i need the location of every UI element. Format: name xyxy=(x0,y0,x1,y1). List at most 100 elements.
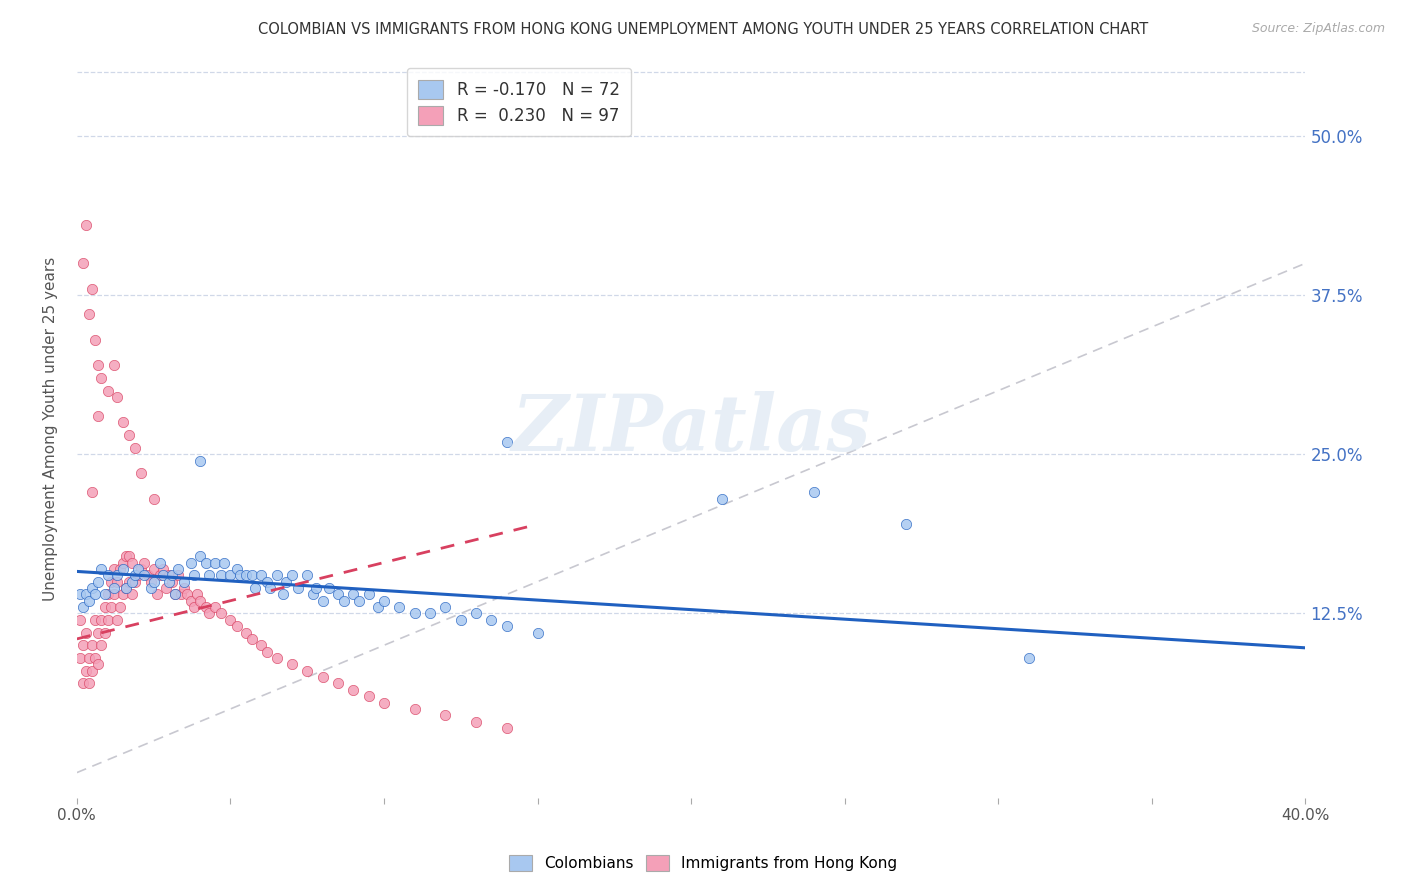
Point xyxy=(111,556,134,570)
Point xyxy=(357,587,380,601)
Point xyxy=(134,568,156,582)
Point xyxy=(228,568,250,582)
Point xyxy=(84,651,107,665)
Point xyxy=(274,574,297,589)
Point xyxy=(118,428,141,442)
Point xyxy=(93,587,115,601)
Point xyxy=(165,587,187,601)
Point xyxy=(121,574,143,589)
Point xyxy=(82,664,104,678)
Point xyxy=(142,562,165,576)
Point xyxy=(434,600,457,615)
Point xyxy=(142,491,165,506)
Point xyxy=(111,562,134,576)
Point xyxy=(209,568,232,582)
Point xyxy=(188,549,211,563)
Point xyxy=(373,593,395,607)
Point xyxy=(77,676,100,690)
Point xyxy=(388,600,411,615)
Point xyxy=(342,682,364,697)
Point xyxy=(450,613,472,627)
Point xyxy=(434,708,457,723)
Point xyxy=(124,574,146,589)
Point xyxy=(167,562,190,576)
Point xyxy=(326,587,349,601)
Point xyxy=(157,574,180,589)
Point xyxy=(481,613,503,627)
Point xyxy=(87,358,110,372)
Point xyxy=(131,562,153,576)
Point xyxy=(118,574,141,589)
Point xyxy=(115,581,138,595)
Point xyxy=(77,307,100,321)
Point xyxy=(297,568,319,582)
Point xyxy=(179,593,201,607)
Point xyxy=(333,593,356,607)
Point xyxy=(176,587,198,601)
Point xyxy=(69,651,91,665)
Point xyxy=(803,485,825,500)
Point xyxy=(297,664,319,678)
Point xyxy=(111,416,134,430)
Point xyxy=(105,568,128,582)
Point xyxy=(84,587,107,601)
Point xyxy=(209,607,232,621)
Point xyxy=(77,593,100,607)
Point xyxy=(127,562,149,576)
Point xyxy=(311,670,333,684)
Point xyxy=(84,613,107,627)
Point xyxy=(72,638,94,652)
Point xyxy=(167,568,190,582)
Point xyxy=(287,581,309,595)
Point xyxy=(160,568,183,582)
Point xyxy=(90,613,112,627)
Point xyxy=(108,600,131,615)
Point xyxy=(243,581,266,595)
Point xyxy=(155,581,177,595)
Point xyxy=(111,587,134,601)
Point xyxy=(136,568,159,582)
Text: Source: ZipAtlas.com: Source: ZipAtlas.com xyxy=(1251,22,1385,36)
Point xyxy=(124,441,146,455)
Point xyxy=(118,549,141,563)
Point xyxy=(127,568,149,582)
Point xyxy=(149,568,172,582)
Point xyxy=(225,562,247,576)
Point xyxy=(90,371,112,385)
Point xyxy=(404,607,426,621)
Point xyxy=(326,676,349,690)
Point xyxy=(121,587,143,601)
Point xyxy=(240,568,263,582)
Point xyxy=(72,256,94,270)
Y-axis label: Unemployment Among Youth under 25 years: Unemployment Among Youth under 25 years xyxy=(44,257,58,601)
Point xyxy=(108,562,131,576)
Point xyxy=(495,619,517,633)
Point xyxy=(134,556,156,570)
Point xyxy=(142,574,165,589)
Point xyxy=(90,562,112,576)
Point xyxy=(121,556,143,570)
Point xyxy=(894,517,917,532)
Point xyxy=(281,657,304,672)
Legend: R = -0.170   N = 72, R =  0.230   N = 97: R = -0.170 N = 72, R = 0.230 N = 97 xyxy=(406,68,631,136)
Point xyxy=(271,587,294,601)
Point xyxy=(75,218,97,232)
Point xyxy=(82,485,104,500)
Point xyxy=(93,625,115,640)
Point xyxy=(77,651,100,665)
Point xyxy=(266,568,288,582)
Point xyxy=(266,651,288,665)
Legend: Colombians, Immigrants from Hong Kong: Colombians, Immigrants from Hong Kong xyxy=(503,849,903,877)
Point xyxy=(188,593,211,607)
Point xyxy=(194,556,217,570)
Point xyxy=(82,282,104,296)
Point xyxy=(302,587,325,601)
Point xyxy=(318,581,340,595)
Point xyxy=(173,574,195,589)
Point xyxy=(152,568,174,582)
Point xyxy=(93,600,115,615)
Point xyxy=(115,581,138,595)
Point xyxy=(139,581,162,595)
Point xyxy=(198,607,221,621)
Point xyxy=(131,467,153,481)
